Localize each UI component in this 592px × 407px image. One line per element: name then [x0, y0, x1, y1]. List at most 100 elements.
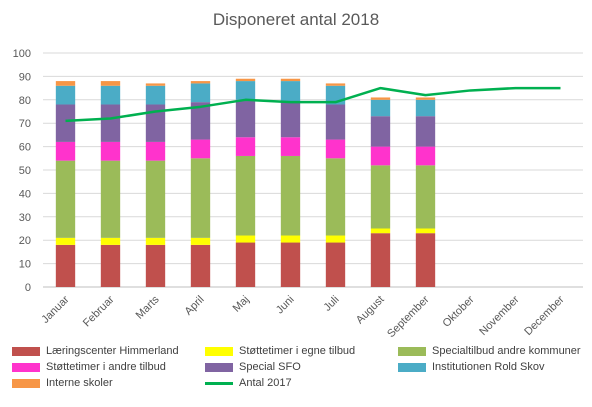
legend-item: Institutionen Rold Skov	[398, 360, 587, 374]
x-tick-label: September	[385, 293, 432, 340]
bar-laeringscenter-himmerland	[370, 233, 391, 287]
bar-stottetimer-i-andre-tilbud	[370, 146, 391, 166]
legend-label: Antal 2017	[239, 377, 292, 389]
bar-interne-skoler	[370, 97, 391, 100]
x-tick-label: April	[183, 294, 207, 318]
legend-swatch	[205, 346, 233, 356]
bar-laeringscenter-himmerland	[145, 244, 166, 287]
x-tick-label: December	[522, 293, 567, 338]
bar-stottetimer-i-egne-tilbud	[190, 237, 211, 245]
x-tick-label: November	[477, 293, 522, 338]
bar-stottetimer-i-egne-tilbud	[325, 235, 346, 243]
bar-specialtilbud-andre-kommuner	[280, 155, 301, 236]
legend-label: Specialtilbud andre kommuner	[432, 345, 581, 357]
bar-special-sfo	[325, 104, 346, 140]
bar-specialtilbud-andre-kommuner	[55, 160, 76, 238]
legend-swatch	[12, 346, 40, 356]
x-tick-label: Juli	[321, 294, 341, 314]
x-tick-label: Oktober	[440, 293, 476, 329]
bar-laeringscenter-himmerland	[190, 244, 211, 287]
x-tick-label: August	[354, 294, 387, 327]
y-tick-label: 40	[19, 188, 31, 200]
legend-item: Læringscenter Himmerland	[12, 344, 205, 358]
bar-institutionen-rold-skov	[100, 85, 121, 105]
legend-swatch	[12, 378, 40, 388]
gridlines	[43, 52, 583, 288]
bar-special-sfo	[280, 102, 301, 138]
y-tick-label: 30	[19, 212, 31, 224]
line-antal-2017	[65, 86, 561, 123]
bar-laeringscenter-himmerland	[415, 233, 436, 287]
bar-laeringscenter-himmerland	[280, 242, 301, 287]
x-tick-label: Januar	[39, 293, 72, 326]
bar-interne-skoler	[190, 81, 211, 84]
bar-institutionen-rold-skov	[415, 99, 436, 117]
bar-specialtilbud-andre-kommuner	[235, 155, 256, 236]
legend-item: Interne skoler	[12, 376, 205, 390]
legend-label: Støttetimer i egne tilbud	[239, 345, 356, 357]
legend-swatch	[398, 346, 426, 356]
bar-stottetimer-i-egne-tilbud	[100, 237, 121, 245]
y-tick-label: 90	[19, 71, 31, 83]
legend-swatch	[12, 362, 40, 372]
bar-special-sfo	[235, 99, 256, 138]
bar-special-sfo	[370, 116, 391, 147]
legend-label: Institutionen Rold Skov	[432, 361, 545, 373]
legend-swatch	[205, 381, 233, 385]
bar-laeringscenter-himmerland	[100, 244, 121, 287]
bar-interne-skoler	[100, 81, 121, 86]
bar-institutionen-rold-skov	[190, 83, 211, 103]
bar-special-sfo	[415, 116, 436, 147]
y-tick-label: 100	[13, 48, 31, 60]
y-tick-label: 80	[19, 95, 31, 107]
chart-legend: Læringscenter Himmerland Støttetimer i eg…	[12, 344, 587, 390]
legend-label: Interne skoler	[46, 377, 113, 389]
legend-item: Special SFO	[205, 360, 398, 374]
bar-interne-skoler	[280, 78, 301, 82]
bar-institutionen-rold-skov	[145, 85, 166, 105]
bar-specialtilbud-andre-kommuner	[190, 158, 211, 238]
bar-stottetimer-i-andre-tilbud	[415, 146, 436, 166]
bar-laeringscenter-himmerland	[235, 242, 256, 287]
bar-specialtilbud-andre-kommuner	[370, 165, 391, 229]
bar-interne-skoler	[325, 83, 346, 86]
legend-label: Støttetimer i andre tilbud	[46, 361, 166, 373]
bar-stottetimer-i-andre-tilbud	[280, 137, 301, 156]
y-axis-tick-labels: 0 10 20 30 40 50 60 70 80 90 100	[13, 48, 31, 294]
bar-institutionen-rold-skov	[55, 85, 76, 105]
bar-stottetimer-i-andre-tilbud	[100, 141, 121, 161]
bar-interne-skoler	[235, 78, 256, 82]
bar-interne-skoler	[55, 81, 76, 86]
bar-specialtilbud-andre-kommuner	[100, 160, 121, 238]
legend-swatch	[398, 362, 426, 372]
line-series-group	[65, 86, 561, 123]
bar-stottetimer-i-egne-tilbud	[370, 228, 391, 234]
bar-institutionen-rold-skov	[370, 99, 391, 117]
x-tick-label: Maj	[231, 294, 252, 315]
y-tick-label: 0	[25, 282, 31, 294]
bar-laeringscenter-himmerland	[325, 242, 346, 287]
legend-label: Læringscenter Himmerland	[46, 345, 179, 357]
y-tick-label: 10	[19, 259, 31, 271]
bar-stottetimer-i-egne-tilbud	[415, 228, 436, 234]
bar-stottetimer-i-egne-tilbud	[280, 235, 301, 243]
bar-stottetimer-i-andre-tilbud	[145, 141, 166, 161]
bar-institutionen-rold-skov	[235, 81, 256, 100]
bar-stottetimer-i-egne-tilbud	[235, 235, 256, 243]
x-tick-label: Juni	[274, 294, 297, 317]
bar-stottetimer-i-egne-tilbud	[145, 237, 166, 245]
legend-label: Special SFO	[239, 361, 301, 373]
y-tick-label: 60	[19, 142, 31, 154]
bar-specialtilbud-andre-kommuner	[415, 165, 436, 229]
bar-stottetimer-i-andre-tilbud	[55, 141, 76, 161]
y-tick-label: 50	[19, 165, 31, 177]
x-axis-tick-labels: Januar Februar Marts April Maj Juni Juli August…	[39, 293, 567, 340]
bar-interne-skoler	[415, 97, 436, 100]
y-tick-label: 70	[19, 118, 31, 130]
bar-stottetimer-i-andre-tilbud	[325, 139, 346, 159]
bar-stottetimer-i-andre-tilbud	[190, 139, 211, 159]
bar-stottetimer-i-andre-tilbud	[235, 137, 256, 156]
x-tick-label: Februar	[81, 293, 117, 329]
